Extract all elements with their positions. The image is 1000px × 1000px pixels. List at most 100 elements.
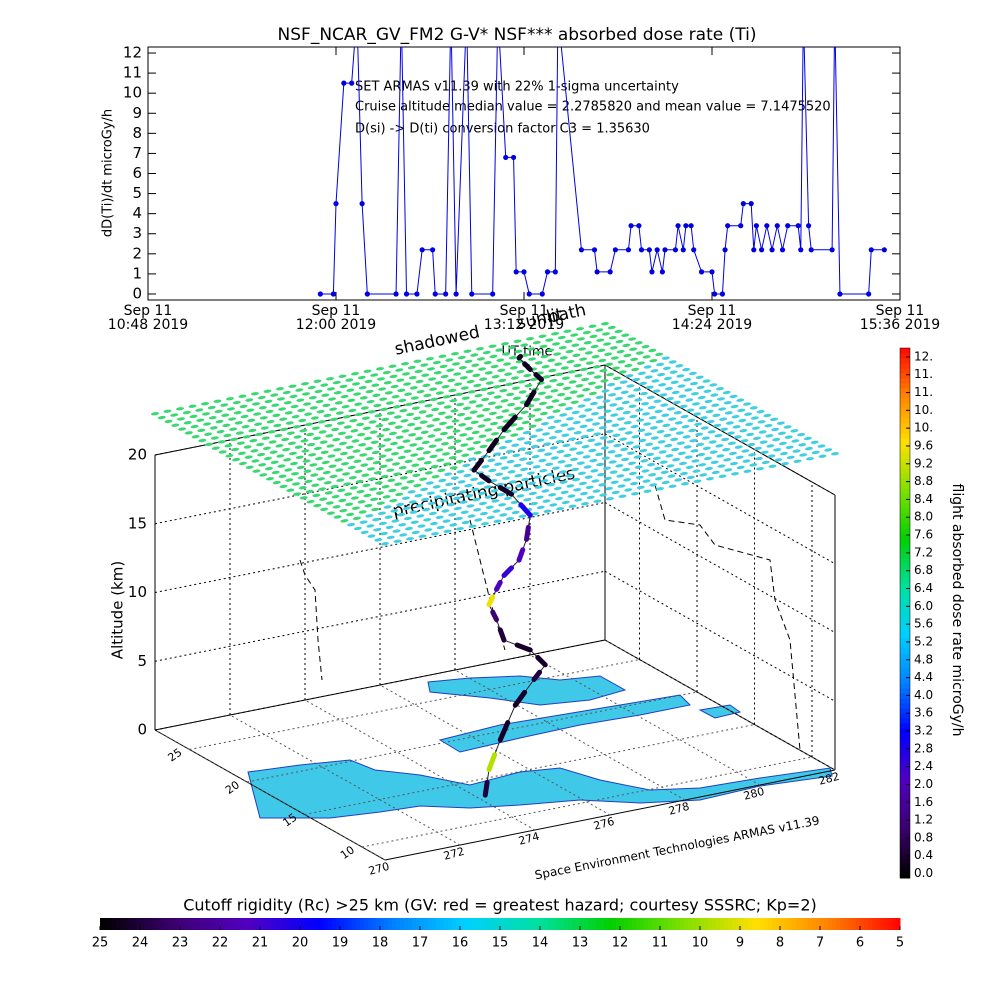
rc-cell bbox=[576, 327, 584, 331]
rc-cell bbox=[672, 400, 681, 405]
y-tick-label: 8 bbox=[132, 124, 142, 142]
data-point bbox=[469, 291, 475, 297]
colorbar-swatch bbox=[900, 463, 910, 469]
rc-cell bbox=[357, 375, 366, 380]
rc-cell bbox=[577, 404, 586, 408]
y-tick-label: 7 bbox=[132, 144, 142, 162]
colorbar-swatch bbox=[900, 648, 910, 654]
trajectory-point bbox=[535, 654, 548, 668]
rc-cell bbox=[556, 507, 564, 511]
rc-cell bbox=[469, 410, 478, 414]
rc-cell bbox=[222, 423, 231, 428]
colorbar-swatch bbox=[468, 918, 473, 930]
rc-cell bbox=[412, 473, 421, 478]
rc-cell bbox=[317, 420, 326, 424]
rc-cell bbox=[651, 379, 660, 383]
rc-cell bbox=[706, 420, 715, 424]
contour bbox=[469, 519, 506, 651]
rc-cell bbox=[335, 411, 344, 415]
colorbar-swatch bbox=[280, 918, 285, 930]
rc-cell bbox=[421, 373, 430, 377]
rc-cell bbox=[597, 415, 606, 420]
data-point bbox=[722, 247, 728, 253]
rc-cell bbox=[435, 515, 444, 519]
rc-cell bbox=[642, 355, 651, 359]
rc-cell bbox=[429, 454, 438, 459]
rc-cell bbox=[306, 500, 315, 504]
rc-cell bbox=[591, 479, 600, 483]
rc-cell bbox=[533, 408, 542, 412]
rc-cell bbox=[313, 379, 322, 383]
colorbar-swatch bbox=[900, 798, 910, 804]
colorbar-swatch bbox=[900, 573, 910, 579]
rc-cell bbox=[686, 475, 695, 480]
rc-cell bbox=[202, 412, 210, 416]
rc-cell bbox=[453, 372, 462, 376]
rc-cell bbox=[548, 436, 557, 440]
rc-cell bbox=[756, 467, 764, 471]
rc-cell bbox=[719, 417, 728, 421]
rc-cell bbox=[687, 418, 696, 423]
rc-cell bbox=[506, 392, 515, 397]
rc-cell bbox=[397, 388, 406, 393]
trajectory-point bbox=[494, 579, 503, 592]
colorbar-swatch bbox=[416, 918, 421, 930]
colorbar-swatch bbox=[348, 918, 353, 930]
colorbar-swatch bbox=[212, 918, 217, 930]
rc-cell bbox=[518, 390, 527, 394]
rc-cell bbox=[726, 431, 735, 435]
rc-cell bbox=[277, 464, 286, 468]
rc-cell bbox=[338, 498, 347, 503]
colorbar-swatch bbox=[744, 918, 749, 930]
rc-cell bbox=[348, 476, 357, 480]
data-point bbox=[341, 80, 347, 86]
rc-cell bbox=[528, 357, 537, 361]
colorbar-swatch bbox=[900, 848, 910, 854]
rc-cell bbox=[505, 449, 514, 454]
rc-cell bbox=[623, 421, 632, 425]
rc-cell bbox=[425, 481, 434, 485]
rc-cell bbox=[505, 382, 514, 387]
rc-cell bbox=[519, 457, 528, 461]
colorbar-swatch bbox=[900, 498, 910, 504]
data-point bbox=[317, 291, 323, 297]
rc-cell bbox=[320, 507, 329, 512]
rc-cell bbox=[640, 391, 648, 396]
rc-cell bbox=[374, 538, 383, 542]
colorbar-tick-label: 2.4 bbox=[914, 759, 933, 773]
rc-cell bbox=[647, 405, 656, 410]
rc-cell bbox=[611, 366, 620, 370]
rc-cell bbox=[336, 421, 345, 425]
rc-cell bbox=[345, 378, 354, 382]
rc-cell bbox=[582, 455, 591, 459]
colorbar-swatch bbox=[144, 918, 149, 930]
rc-cell bbox=[567, 370, 576, 374]
trajectory-point bbox=[486, 752, 498, 773]
rc-cell bbox=[351, 439, 360, 443]
colorbar-swatch bbox=[380, 918, 385, 930]
rc-cell bbox=[315, 399, 324, 404]
colorbar-swatch bbox=[196, 918, 201, 930]
rc-cell bbox=[367, 534, 376, 538]
rc-cell bbox=[438, 421, 447, 426]
rc-cell bbox=[515, 484, 524, 488]
rc-cell bbox=[630, 357, 639, 362]
colorbar-swatch bbox=[900, 383, 910, 389]
colorbar-swatch bbox=[900, 418, 910, 424]
rc-cell bbox=[378, 454, 387, 458]
rc-cell bbox=[479, 377, 488, 381]
colorbar-swatch bbox=[600, 918, 605, 930]
rc-cell bbox=[477, 491, 486, 495]
rc-cell bbox=[176, 407, 184, 411]
rc-cell bbox=[799, 453, 808, 457]
colorbar-tick-label: 5 bbox=[896, 936, 904, 951]
rc-cell bbox=[706, 477, 714, 481]
rc-cell bbox=[428, 444, 437, 448]
data-point bbox=[430, 247, 436, 253]
rc-cell bbox=[634, 465, 643, 469]
rc-cell bbox=[443, 529, 452, 533]
rc-cell bbox=[583, 465, 592, 469]
rc-cell bbox=[309, 463, 318, 467]
colorbar-swatch bbox=[856, 918, 861, 930]
colorbar-swatch bbox=[344, 918, 349, 930]
